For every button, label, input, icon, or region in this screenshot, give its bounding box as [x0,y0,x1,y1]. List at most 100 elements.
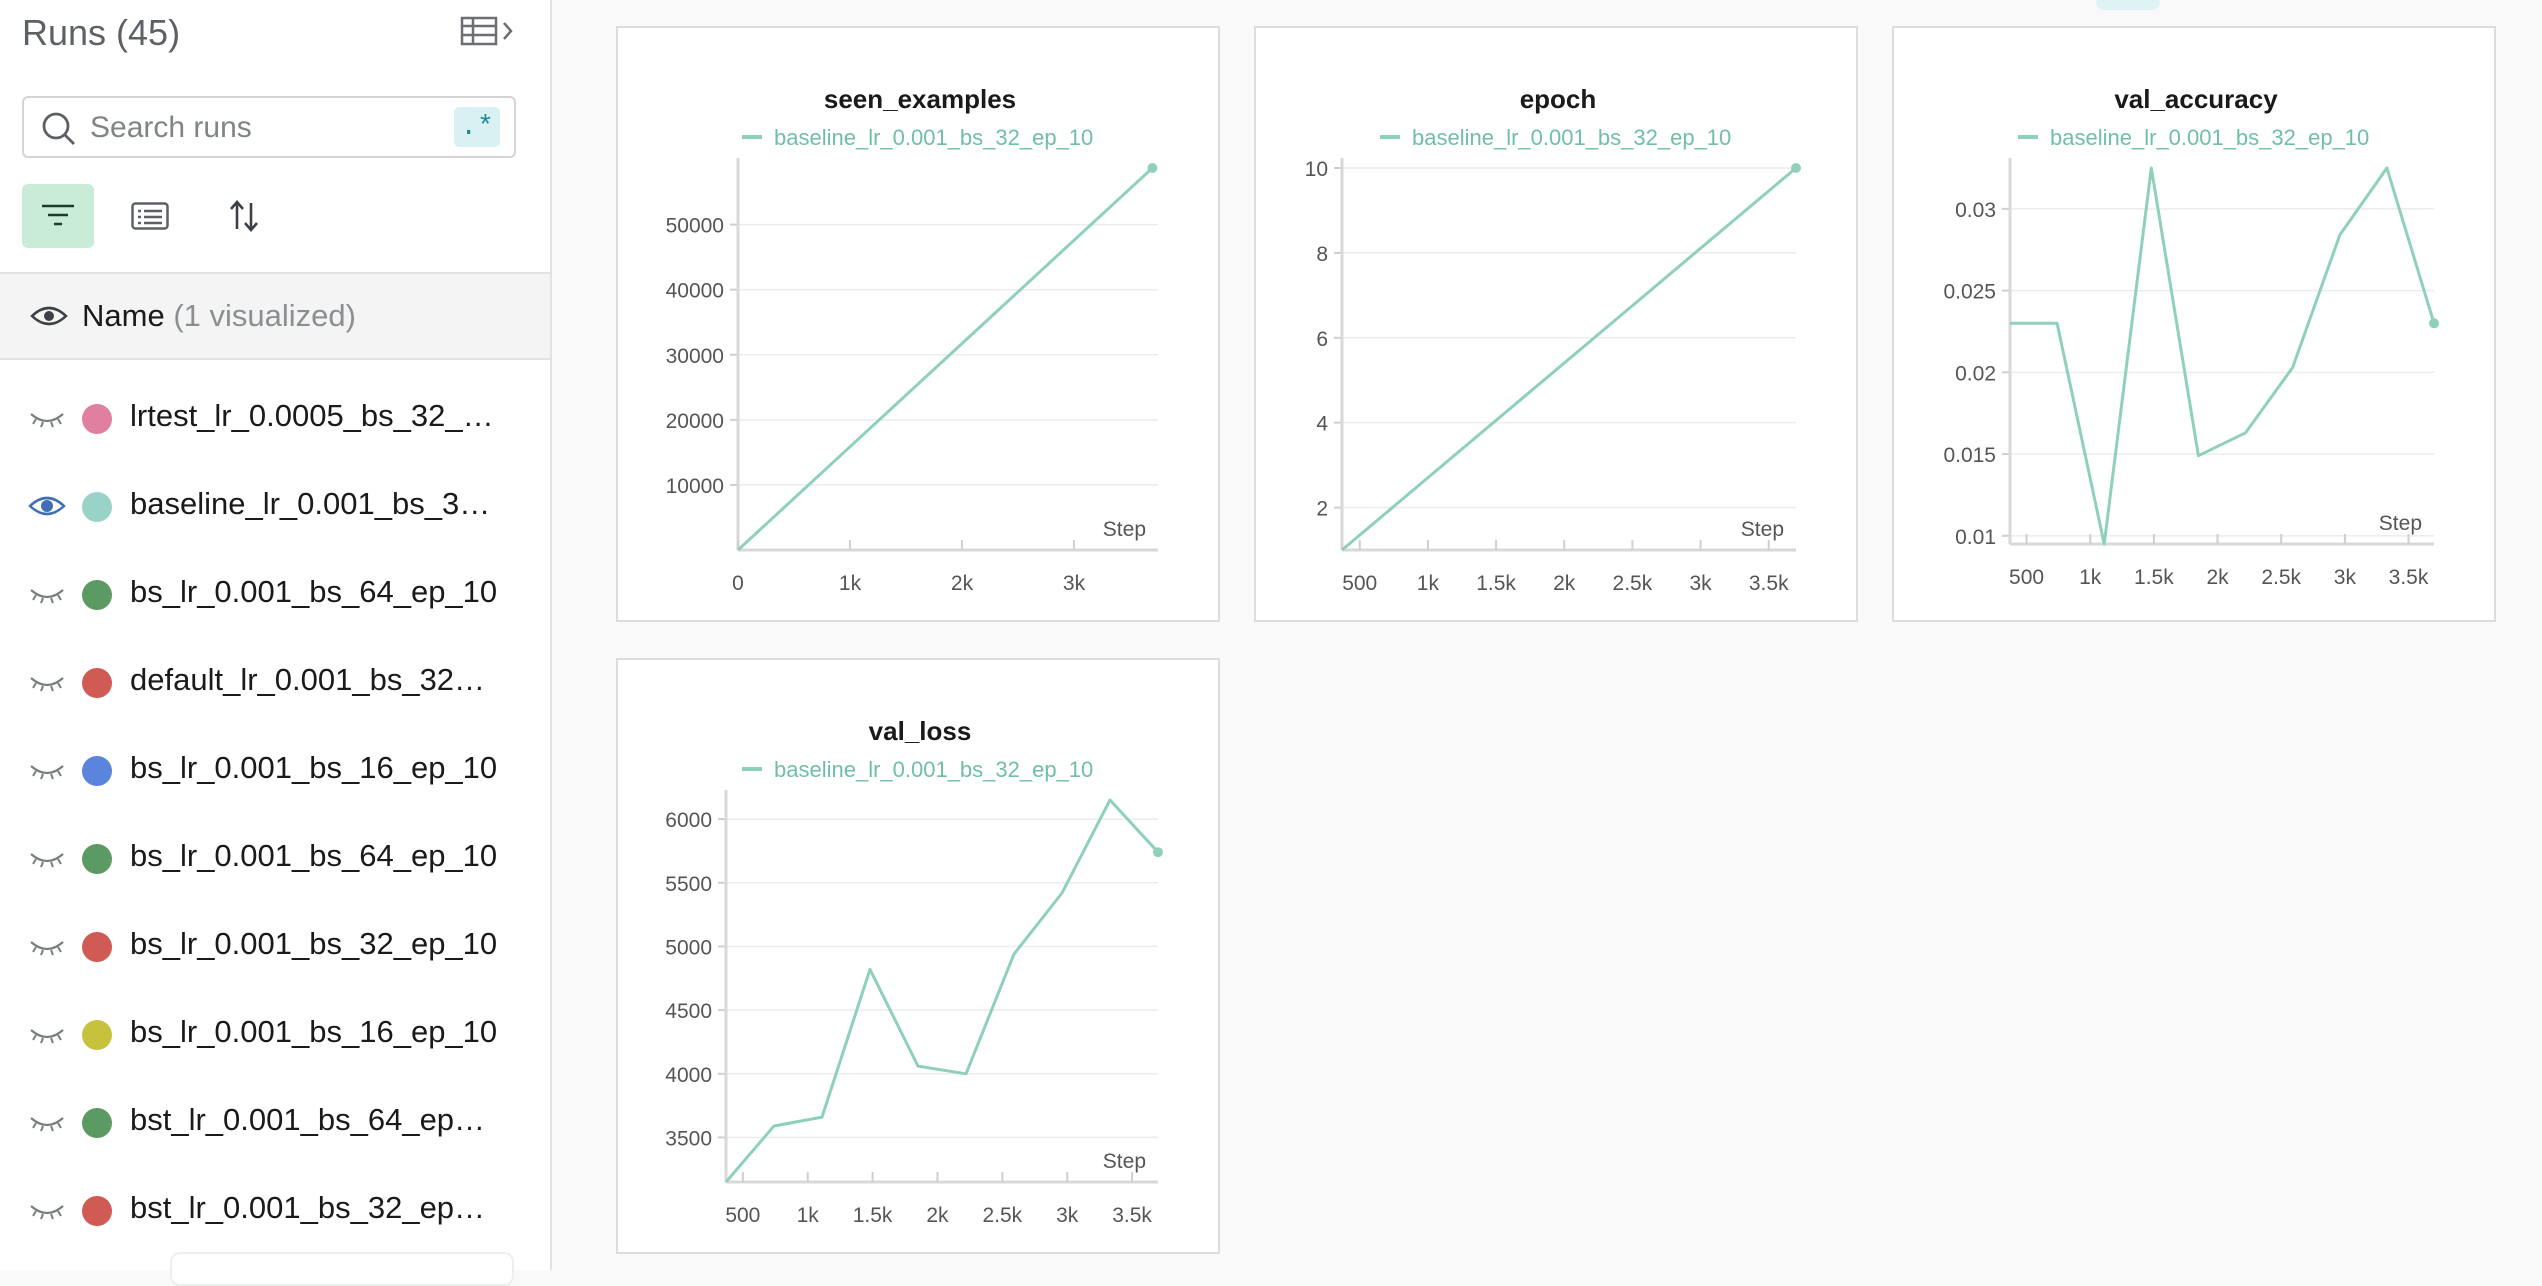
run-color-dot[interactable] [82,756,112,786]
table-expand-icon [460,16,513,46]
y-tick-label: 4500 [665,1000,712,1023]
x-tick-label: 1.5k [853,1204,893,1227]
run-color-dot[interactable] [82,1108,112,1138]
eye-closed-icon[interactable] [28,404,66,432]
run-color-dot[interactable] [82,1196,112,1226]
run-name: bs_lr_0.001_bs_16_ep_10 [130,750,498,785]
run-row[interactable]: bs_lr_0.001_bs_64_ep_10 [0,814,550,902]
search-icon [42,112,75,145]
run-color-dot[interactable] [82,404,112,434]
eye-closed-icon[interactable] [28,1020,66,1048]
series-line[interactable] [1341,166,1797,552]
top-tab-indicator [2096,0,2160,10]
run-row[interactable]: bs_lr_0.001_bs_16_ep_10 [0,726,550,814]
eye-closed-icon[interactable] [28,668,66,696]
y-tick-label: 40000 [666,280,724,303]
filter-button[interactable] [22,184,94,248]
x-tick-label: 1k [839,572,862,595]
run-row[interactable]: bs_lr_0.001_bs_16_ep_10 [0,990,550,1078]
y-tick-label: 8 [1316,243,1328,266]
chart-panel-val-loss[interactable]: val_loss baseline_lr_0.001_bs_32_ep_10 350… [616,658,1220,1254]
eye-closed-icon[interactable] [28,580,66,608]
x-tick-label: 3.5k [1112,1204,1152,1227]
y-tick-label: 10000 [666,475,724,498]
y-tick-label: 0.03 [1955,199,1996,222]
series-end-point[interactable] [2429,318,2439,329]
series-end-point[interactable] [1791,163,1801,173]
eye-closed-icon[interactable] [28,1196,66,1224]
run-row[interactable]: bst_lr_0.001_bs_64_ep_10 [0,1078,550,1166]
y-tick-label: 6 [1316,328,1328,351]
line-chart: val_loss baseline_lr_0.001_bs_32_ep_10 350… [665,716,1163,1227]
run-row[interactable]: lrtest_lr_0.0005_bs_32_ep_10 [0,374,550,462]
x-tick-label: 3k [1689,572,1712,595]
x-tick-label: 2.5k [1613,572,1653,595]
filter-icon [42,204,74,226]
group-button[interactable] [114,184,186,248]
chart-title: val_accuracy [2114,84,2278,114]
x-tick-label: 3k [2334,566,2357,589]
eye-closed-icon[interactable] [28,932,66,960]
runs-title: Runs (45) [22,12,181,53]
run-color-dot[interactable] [82,844,112,874]
run-row[interactable]: baseline_lr_0.001_bs_32_ep_10 [0,462,550,550]
run-color-dot[interactable] [82,1020,112,1050]
y-tick-label: 6000 [665,809,712,832]
line-chart: val_accuracy baseline_lr_0.001_bs_32_ep_1… [1943,84,2439,589]
legend-label: baseline_lr_0.001_bs_32_ep_10 [774,757,1093,782]
run-color-dot[interactable] [82,932,112,962]
x-tick-label: 1k [1417,572,1440,595]
x-tick-label: 1k [2079,566,2102,589]
y-tick-label: 30000 [666,345,724,368]
eye-closed-icon[interactable] [28,844,66,872]
name-column-header[interactable]: Name (1 visualized) [0,272,550,360]
x-tick-label: 2k [951,572,974,595]
y-tick-label: 50000 [666,215,724,238]
y-tick-label: 4000 [665,1064,712,1087]
x-tick-label: 3.5k [2389,566,2429,589]
run-color-dot[interactable] [82,668,112,698]
regex-toggle-button[interactable]: .* [454,107,500,147]
chart-title: seen_examples [824,84,1016,114]
x-tick-label: 3k [1056,1204,1079,1227]
run-row[interactable]: bs_lr_0.001_bs_64_ep_10 [0,550,550,638]
y-tick-label: 2 [1316,498,1328,521]
run-row[interactable]: bs_lr_0.001_bs_32_ep_10 [0,902,550,990]
sort-button[interactable] [208,184,280,248]
run-row[interactable]: default_lr_0.001_bs_32_ep_10 [0,638,550,726]
y-tick-label: 0.02 [1955,362,1996,385]
run-row[interactable]: bst_lr_0.001_bs_32_ep_10 [0,1166,550,1254]
x-axis-label: Step [1103,1150,1146,1173]
chart-title: val_loss [869,716,972,746]
run-name: bst_lr_0.001_bs_64_ep_10 [130,1102,500,1137]
x-axis-label: Step [1103,518,1146,541]
eye-icon[interactable] [28,492,66,520]
legend-label: baseline_lr_0.001_bs_32_ep_10 [774,125,1093,150]
series-line[interactable] [724,798,1160,1183]
y-tick-label: 5000 [665,936,712,959]
chart-legend: baseline_lr_0.001_bs_32_ep_10 [742,757,1093,782]
run-color-dot[interactable] [82,580,112,610]
legend-label: baseline_lr_0.001_bs_32_ep_10 [1412,125,1731,150]
chart-panel-seen-examples[interactable]: seen_examples baseline_lr_0.001_bs_32_ep_… [616,26,1220,622]
series-line[interactable] [2010,166,2436,546]
chart-panel-val-accuracy[interactable]: val_accuracy baseline_lr_0.001_bs_32_ep_1… [1892,26,2496,622]
name-column-label: Name (1 visualized) [82,298,356,334]
y-tick-label: 20000 [666,410,724,433]
run-name: bst_lr_0.001_bs_32_ep_10 [130,1190,500,1225]
run-color-dot[interactable] [82,492,112,522]
series-end-point[interactable] [1153,847,1163,858]
line-chart: epoch baseline_lr_0.001_bs_32_ep_10 2 4 6 8 10… [1305,84,1801,595]
series-line[interactable] [736,166,1154,552]
table-view-toggle[interactable] [460,14,518,48]
search-input[interactable] [88,104,472,152]
chart-panel-epoch[interactable]: epoch baseline_lr_0.001_bs_32_ep_10 2 4 6 8 10… [1254,26,1858,622]
run-name: baseline_lr_0.001_bs_32_ep_10 [130,486,500,521]
eye-icon[interactable] [30,302,68,330]
run-name: bs_lr_0.001_bs_64_ep_10 [130,574,498,609]
chart-legend: baseline_lr_0.001_bs_32_ep_10 [742,125,1093,150]
y-tick-label: 10 [1305,158,1328,181]
eye-closed-icon[interactable] [28,756,66,784]
eye-closed-icon[interactable] [28,1108,66,1136]
series-end-point[interactable] [1147,163,1158,173]
